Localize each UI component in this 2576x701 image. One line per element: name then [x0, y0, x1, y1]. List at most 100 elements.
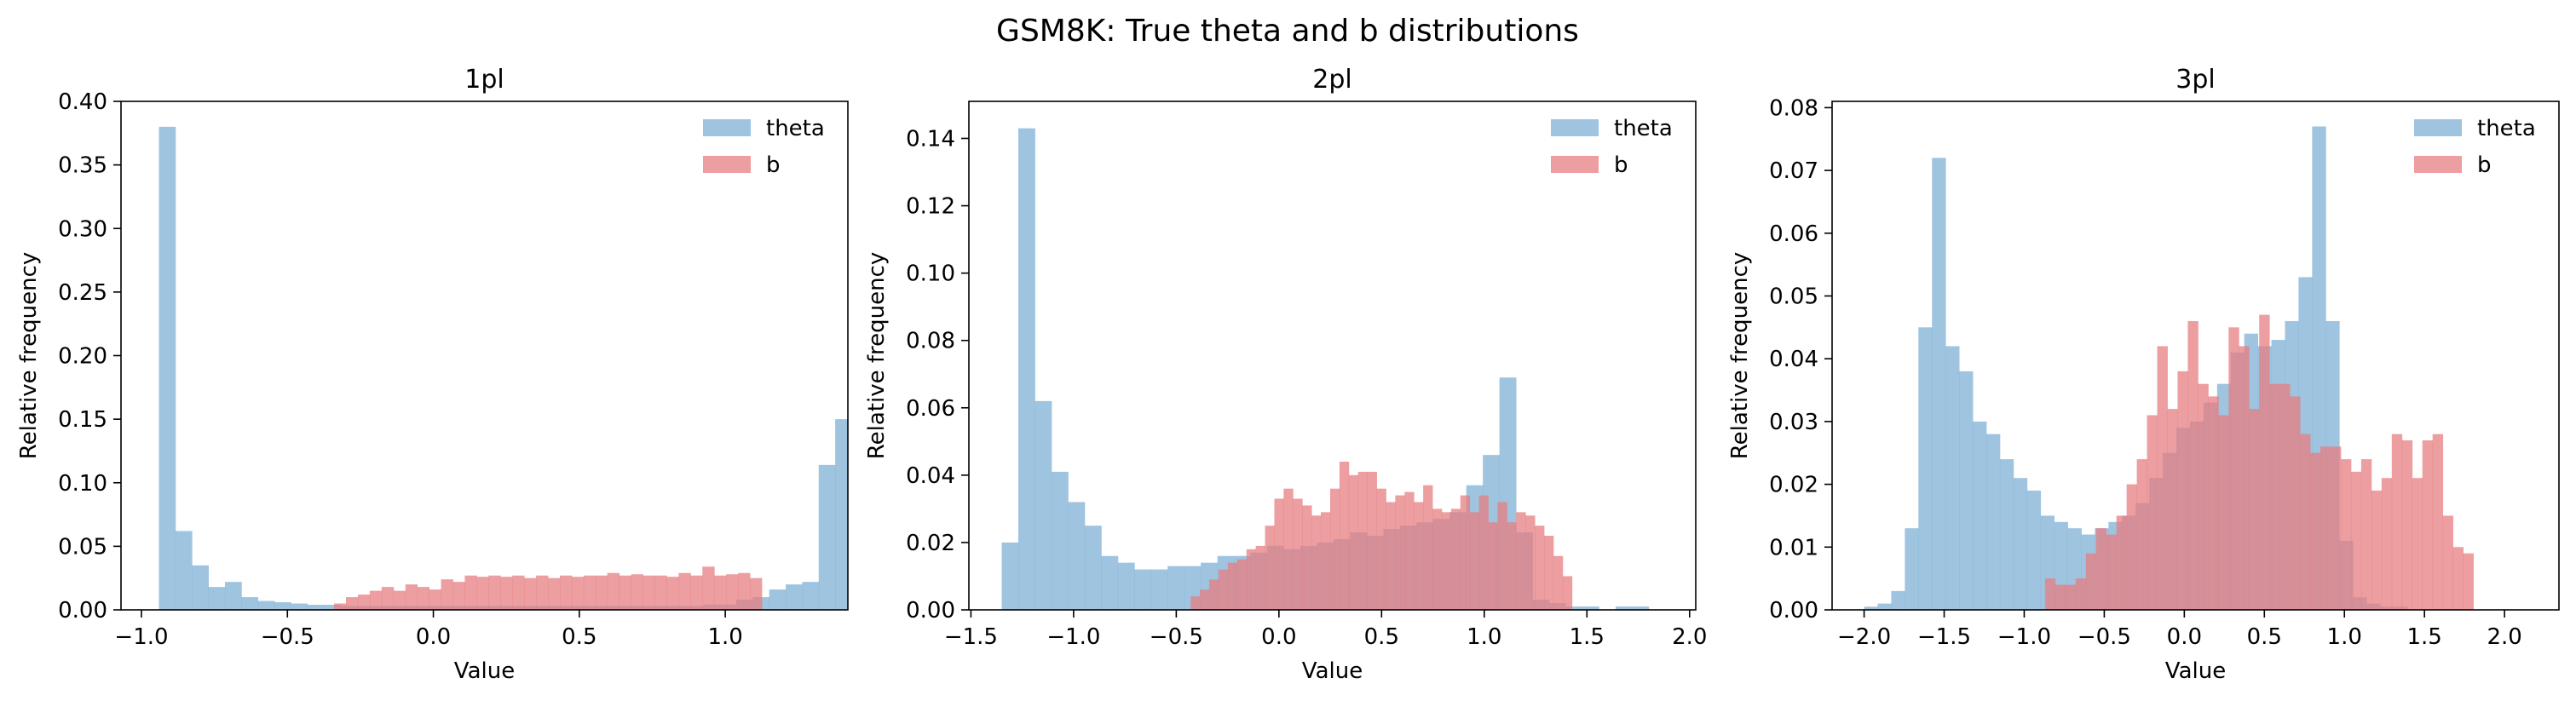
b-bar	[2320, 446, 2331, 610]
subplot-title: 3pl	[2175, 65, 2215, 95]
theta-bar	[1101, 555, 1119, 610]
theta-bar	[1117, 562, 1135, 610]
x-axis-label: Value	[1302, 658, 1363, 684]
x-tick-label: 0.5	[1364, 624, 1399, 650]
b-bar	[476, 577, 489, 610]
y-tick-label: 0.00	[58, 598, 107, 623]
b-bar	[1376, 488, 1386, 610]
x-tick-label: 1.0	[707, 624, 742, 650]
b-bar	[1497, 502, 1507, 610]
theta-bar	[1985, 434, 2001, 610]
b-bar	[2218, 415, 2229, 610]
b-bar	[583, 575, 596, 610]
b-bar	[2157, 346, 2168, 610]
subplot-1pl: −1.0 −0.5 0.0 0.5 1.0 0.00 0.05 0.10 0.15 0.20 0.2…	[16, 65, 849, 684]
b-bar	[441, 579, 453, 610]
x-tick-label: 1.0	[2327, 624, 2362, 650]
b-bar	[2412, 478, 2423, 610]
b-bar	[1404, 491, 1415, 610]
b-bar	[726, 574, 739, 610]
x-tick-label: 1.5	[2406, 624, 2441, 650]
bars-3pl	[1864, 126, 2474, 610]
theta-bar	[1932, 158, 1946, 610]
b-bar	[512, 575, 525, 610]
theta-bar	[1582, 606, 1599, 610]
b-bar	[1302, 505, 1312, 610]
b-bar	[488, 575, 501, 610]
y-tick-label: 0.35	[58, 153, 107, 179]
b-bar	[1367, 471, 1377, 610]
y-tick-label: 0.30	[58, 216, 107, 242]
y-tick-label: 0.00	[1769, 598, 1818, 623]
b-bar	[1246, 549, 1257, 610]
b-bar	[1553, 555, 1564, 610]
b-bar	[405, 584, 418, 610]
x-tick-label: 1.0	[1467, 624, 1501, 650]
theta-bar	[208, 587, 226, 610]
b-bar	[559, 575, 573, 610]
legend: theta b	[703, 116, 825, 178]
b-bar	[2331, 446, 2342, 610]
legend-swatch-theta	[1551, 119, 1599, 136]
x-axis-label: Value	[2165, 658, 2226, 684]
y-tick-label: 0.08	[1769, 95, 1818, 121]
legend-label-b: b	[1614, 152, 1628, 178]
legend-label-theta: theta	[2477, 116, 2536, 141]
x-axis-label: Value	[454, 658, 515, 684]
b-bar	[1283, 488, 1294, 610]
theta-bar	[1864, 606, 1878, 610]
y-tick-label: 0.05	[1769, 284, 1818, 309]
b-bar	[1218, 569, 1229, 610]
b-bar	[2116, 515, 2128, 610]
b-bar	[393, 590, 406, 610]
x-tick-label: 2.0	[1672, 624, 1707, 650]
b-bar	[2136, 459, 2147, 610]
b-bar	[357, 595, 371, 610]
b-bar	[1525, 515, 1536, 610]
y-tick-label: 0.04	[906, 463, 955, 489]
theta-bar	[1034, 400, 1052, 610]
b-bar	[524, 577, 537, 610]
theta-bar	[1632, 606, 1650, 610]
b-bar	[464, 575, 477, 610]
b-bar	[1488, 522, 1498, 610]
y-tick-label: 0.40	[58, 89, 107, 115]
b-bar	[1190, 596, 1201, 610]
b-bar	[1450, 509, 1461, 610]
legend-swatch-theta	[2414, 119, 2462, 136]
theta-bar	[1134, 569, 1152, 610]
y-tick-label: 0.10	[58, 471, 107, 497]
x-tick-label: −0.5	[2078, 624, 2131, 650]
y-tick-label: 0.06	[1769, 221, 1818, 247]
b-bar	[346, 597, 359, 610]
b-bar	[2054, 584, 2066, 610]
x-tick-label: 0.0	[2167, 624, 2202, 650]
y-tick-label: 0.06	[906, 396, 955, 422]
b-bar	[2249, 409, 2260, 610]
b-bar	[2300, 434, 2311, 610]
y-axis-label: Relative frequency	[16, 252, 42, 460]
b-bar	[2463, 553, 2474, 610]
b-bar	[1507, 522, 1517, 610]
theta-bar	[192, 565, 209, 610]
theta-bar	[324, 605, 341, 610]
b-bar	[2147, 415, 2158, 610]
b-bar	[381, 587, 395, 610]
b-bar	[2422, 440, 2434, 610]
b-bar	[702, 566, 715, 610]
y-tick-label: 0.10	[906, 261, 955, 287]
b-bar	[643, 575, 655, 610]
axes-frame	[120, 101, 849, 611]
theta-bar	[241, 597, 259, 610]
y-tick-label: 0.03	[1769, 410, 1818, 435]
theta-bar	[1945, 346, 1960, 610]
legend-label-b: b	[2477, 152, 2492, 178]
legend: theta b	[2414, 116, 2536, 178]
b-bar	[1311, 515, 1322, 610]
b-bar	[2075, 578, 2087, 610]
x-tick-label: 0.5	[2247, 624, 2282, 650]
legend-label-theta: theta	[766, 116, 825, 141]
b-bar	[2371, 490, 2383, 610]
b-bar	[2452, 547, 2464, 610]
b-bar	[2360, 459, 2372, 610]
